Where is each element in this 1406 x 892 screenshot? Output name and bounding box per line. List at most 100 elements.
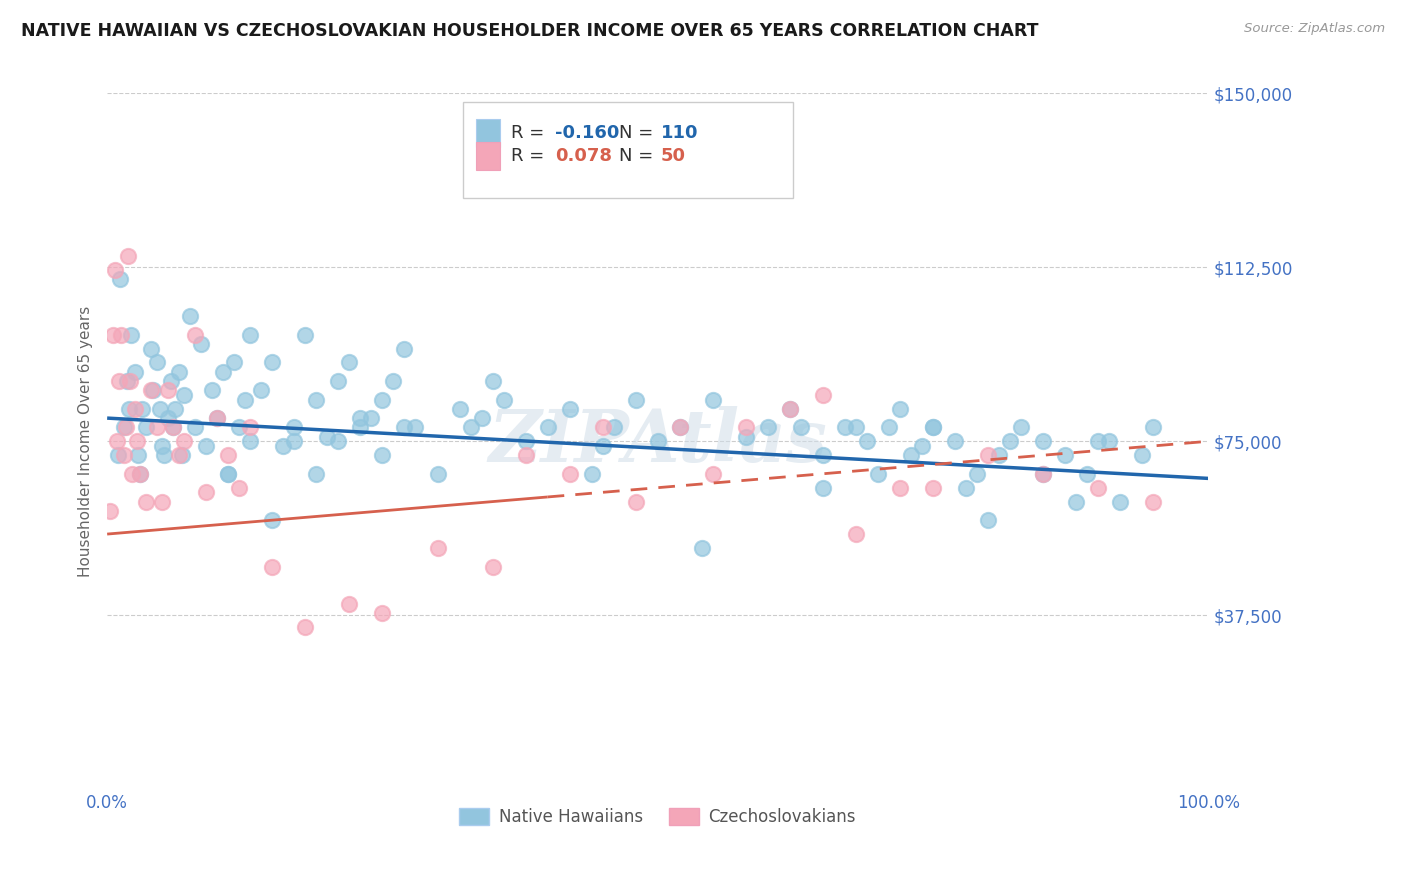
Point	[217, 467, 239, 481]
Point	[811, 388, 834, 402]
Point	[977, 513, 1000, 527]
Point	[922, 481, 945, 495]
Point	[360, 411, 382, 425]
Point	[173, 434, 195, 449]
Point	[581, 467, 603, 481]
Point	[481, 559, 503, 574]
Text: 50: 50	[661, 147, 686, 165]
Point	[179, 309, 201, 323]
Bar	[477, 142, 501, 169]
Point	[125, 434, 148, 449]
Point	[141, 384, 163, 398]
Point	[222, 355, 245, 369]
Point	[233, 392, 256, 407]
Point	[647, 434, 669, 449]
Point	[911, 439, 934, 453]
Point	[124, 401, 146, 416]
Point	[262, 513, 284, 527]
Point	[141, 342, 163, 356]
Y-axis label: Householder Income Over 65 years: Householder Income Over 65 years	[79, 306, 93, 577]
Point	[112, 420, 135, 434]
Point	[834, 420, 856, 434]
Point	[371, 606, 394, 620]
Point	[124, 365, 146, 379]
Point	[481, 374, 503, 388]
Point	[734, 430, 756, 444]
Point	[1032, 467, 1054, 481]
Point	[889, 481, 911, 495]
Point	[117, 249, 139, 263]
Point	[811, 481, 834, 495]
Point	[492, 392, 515, 407]
Point	[943, 434, 966, 449]
Text: Source: ZipAtlas.com: Source: ZipAtlas.com	[1244, 22, 1385, 36]
Point	[294, 327, 316, 342]
Point	[135, 420, 157, 434]
Point	[120, 327, 142, 342]
Point	[262, 355, 284, 369]
Point	[1087, 434, 1109, 449]
Point	[110, 327, 132, 342]
Text: 0.078: 0.078	[555, 147, 613, 165]
Point	[988, 448, 1011, 462]
Point	[120, 374, 142, 388]
Point	[167, 365, 190, 379]
Point	[217, 448, 239, 462]
Point	[394, 420, 416, 434]
Point	[305, 392, 328, 407]
Text: R =: R =	[512, 124, 550, 142]
Point	[845, 420, 868, 434]
Text: -0.160: -0.160	[555, 124, 620, 142]
Point	[190, 337, 212, 351]
Point	[624, 392, 647, 407]
Point	[922, 420, 945, 434]
Point	[877, 420, 900, 434]
Text: ZIPAtlas: ZIPAtlas	[488, 406, 827, 477]
Point	[856, 434, 879, 449]
Point	[110, 272, 132, 286]
Point	[165, 401, 187, 416]
Point	[156, 411, 179, 425]
Point	[515, 448, 537, 462]
Point	[150, 494, 173, 508]
Point	[1010, 420, 1032, 434]
Point	[115, 374, 138, 388]
Point	[101, 327, 124, 342]
Point	[1087, 481, 1109, 495]
Point	[1064, 494, 1087, 508]
Point	[107, 448, 129, 462]
Point	[779, 401, 801, 416]
Point	[142, 384, 165, 398]
Point	[294, 620, 316, 634]
Point	[160, 374, 183, 388]
Point	[558, 467, 581, 481]
Point	[129, 467, 152, 481]
Point	[1032, 434, 1054, 449]
Point	[449, 401, 471, 416]
Point	[328, 374, 350, 388]
Text: R =: R =	[512, 147, 550, 165]
Point	[460, 420, 482, 434]
Point	[1142, 494, 1164, 508]
Point	[592, 420, 614, 434]
Point	[382, 374, 405, 388]
Point	[426, 541, 449, 555]
Point	[515, 434, 537, 449]
Point	[262, 559, 284, 574]
Point	[1109, 494, 1132, 508]
Point	[339, 355, 361, 369]
Point	[756, 420, 779, 434]
Point	[100, 504, 122, 518]
Point	[690, 541, 713, 555]
Point	[668, 420, 690, 434]
Point	[426, 467, 449, 481]
Point	[998, 434, 1021, 449]
Point	[349, 420, 371, 434]
Text: N =: N =	[619, 147, 659, 165]
Point	[162, 420, 184, 434]
Point	[127, 448, 149, 462]
Point	[167, 448, 190, 462]
Point	[228, 481, 250, 495]
Point	[702, 392, 724, 407]
Point	[966, 467, 988, 481]
